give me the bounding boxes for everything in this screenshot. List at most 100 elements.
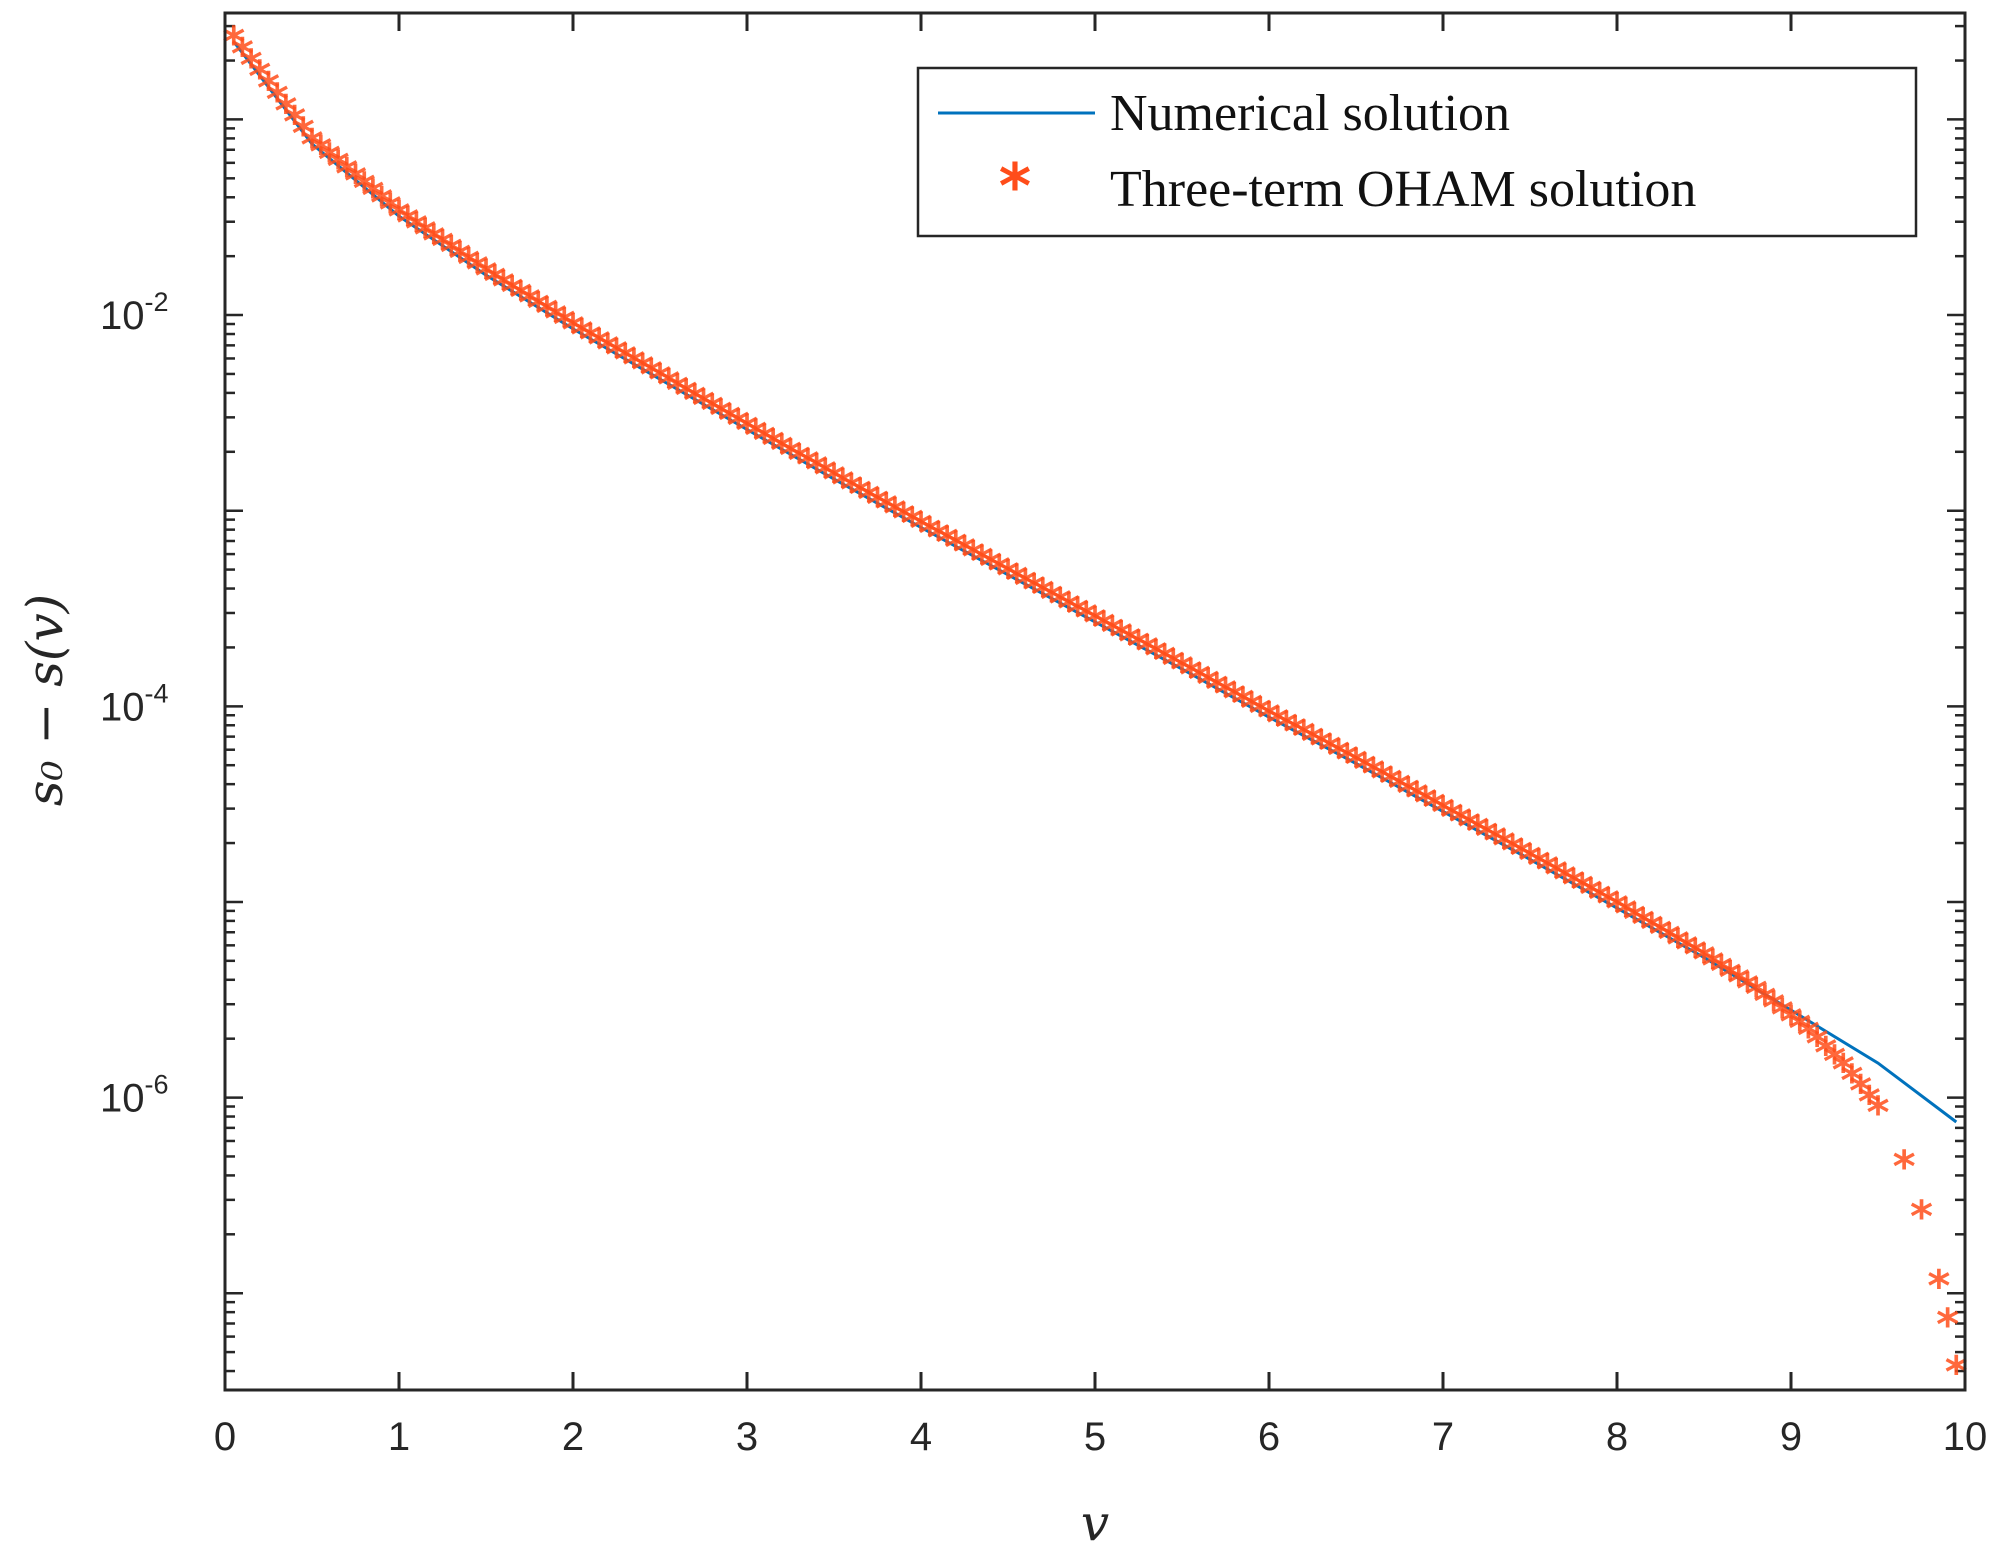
series-oham-marker: * — [553, 300, 576, 351]
x-tick-label: 9 — [1780, 1415, 1802, 1459]
series-oham-marker: * — [953, 527, 976, 578]
series-oham-marker: * — [1501, 826, 1524, 877]
series-oham-marker: * — [596, 325, 619, 376]
x-tick-label: 2 — [562, 1415, 584, 1459]
series-oham-marker: * — [927, 513, 950, 564]
series-oham-marker: * — [1701, 941, 1724, 992]
series-oham-marker: * — [483, 257, 506, 308]
series-oham-marker: * — [1431, 788, 1454, 839]
series-oham-marker: * — [657, 360, 680, 411]
series-oham-marker: * — [901, 499, 924, 550]
series-oham-marker: * — [1727, 958, 1750, 1009]
series-oham-marker: * — [1527, 840, 1550, 891]
series-oham-marker: * — [1344, 740, 1367, 791]
series-oham-marker: * — [788, 435, 811, 486]
series-oham-marker: * — [1284, 707, 1307, 758]
series-oham-marker: * — [1945, 1347, 1968, 1398]
series-oham-marker: * — [1858, 1077, 1881, 1128]
legend: * Numerical solution Three-term OHAM sol… — [916, 66, 1918, 238]
series-oham-marker: * — [683, 375, 706, 426]
x-tick-label: 1 — [388, 1415, 410, 1459]
series-oham-marker: * — [370, 178, 393, 229]
series-oham-marker: * — [640, 350, 663, 401]
y-axis-label: s₀ − s(v) — [16, 594, 74, 806]
series-oham-marker: * — [1910, 1191, 1933, 1242]
series-oham-marker: * — [405, 204, 428, 255]
series-oham-marker: * — [1562, 860, 1585, 911]
series-oham-marker: * — [1179, 650, 1202, 701]
series-oham-marker: * — [431, 222, 454, 273]
series-oham-marker: * — [675, 370, 698, 421]
series-oham-marker: * — [1127, 622, 1150, 673]
series-oham-marker: * — [501, 267, 524, 318]
series-oham-marker: * — [509, 273, 532, 324]
series-oham-marker: * — [1553, 855, 1576, 906]
series-oham-marker: * — [1240, 684, 1263, 735]
x-tick-label: 10 — [1943, 1415, 1988, 1459]
series-oham-marker: * — [327, 142, 350, 193]
series-oham-marker: * — [605, 330, 628, 381]
series-oham-marker: * — [866, 479, 889, 530]
y-tick-label: 10-6 — [100, 1070, 169, 1121]
plot-frame — [223, 11, 1967, 1392]
x-tick-label: 3 — [736, 1415, 758, 1459]
series-oham-marker: * — [718, 395, 741, 446]
series-oham-marker: * — [1249, 688, 1272, 739]
series-oham-marker: * — [631, 345, 654, 396]
series-oham-marker: * — [457, 239, 480, 290]
series-oham-marker: * — [1545, 850, 1568, 901]
x-tick-label: 4 — [910, 1415, 932, 1459]
series-oham-marker: * — [1023, 565, 1046, 616]
series-oham-marker: * — [1414, 778, 1437, 829]
x-tick-label: 0 — [214, 1415, 236, 1459]
series-oham-marker: * — [1788, 1004, 1811, 1055]
series-oham-marker: * — [892, 494, 915, 545]
series-oham-marker: * — [231, 29, 254, 80]
series-oham-marker: * — [570, 310, 593, 361]
series-oham-marker: * — [257, 63, 280, 114]
series-oham-marker: * — [1779, 997, 1802, 1048]
series-oham-marker: * — [1518, 835, 1541, 886]
series-oham-marker: * — [222, 18, 245, 69]
series-oham-marker: * — [1405, 773, 1428, 824]
series-oham-marker: * — [1266, 698, 1289, 749]
series-oham-marker: * — [1814, 1028, 1837, 1079]
series-oham-marker: * — [1118, 617, 1141, 668]
series-oham-marker: * — [1162, 640, 1185, 691]
series-oham-marker: * — [1771, 990, 1794, 1041]
series-oham-marker: * — [1866, 1087, 1889, 1138]
series-oham-marker: * — [1257, 693, 1280, 744]
series-oham-marker: * — [666, 365, 689, 416]
series-oham-marker: * — [1371, 754, 1394, 805]
series-oham-marker: * — [1223, 674, 1246, 725]
series-oham-marker: * — [1658, 915, 1681, 966]
series-oham-marker: * — [1684, 930, 1707, 981]
series-oham-marker: * — [1379, 759, 1402, 810]
series-oham-marker: * — [1031, 570, 1054, 621]
series-oham-marker: * — [944, 523, 967, 574]
series-oham-marker: * — [1745, 970, 1768, 1021]
series-oham-marker: * — [614, 335, 637, 386]
series-oham-marker: * — [744, 411, 767, 462]
series-oham-marker: * — [883, 489, 906, 540]
series-oham-marker: * — [1066, 589, 1089, 640]
series-oham-marker: * — [561, 305, 584, 356]
series-oham-marker: * — [648, 355, 671, 406]
series-oham-marker: * — [283, 97, 306, 148]
series-oham-marker: * — [318, 134, 341, 185]
series-oham-marker: * — [466, 245, 489, 296]
plot-area — [225, 13, 1965, 1390]
series-oham-marker: * — [1571, 865, 1594, 916]
series-oham-marker: * — [814, 450, 837, 501]
y-tick-label: 10-2 — [100, 287, 169, 338]
series-oham-marker: * — [692, 380, 715, 431]
legend-marker-sample: * — [999, 150, 1031, 223]
x-tick-label: 6 — [1258, 1415, 1280, 1459]
series-oham-marker: * — [962, 532, 985, 583]
series-oham-marker: * — [831, 460, 854, 511]
legend-label-oham: Three-term OHAM solution — [1110, 161, 1696, 218]
series-oham-marker: * — [1588, 874, 1611, 925]
series-oham-marker: * — [770, 425, 793, 476]
